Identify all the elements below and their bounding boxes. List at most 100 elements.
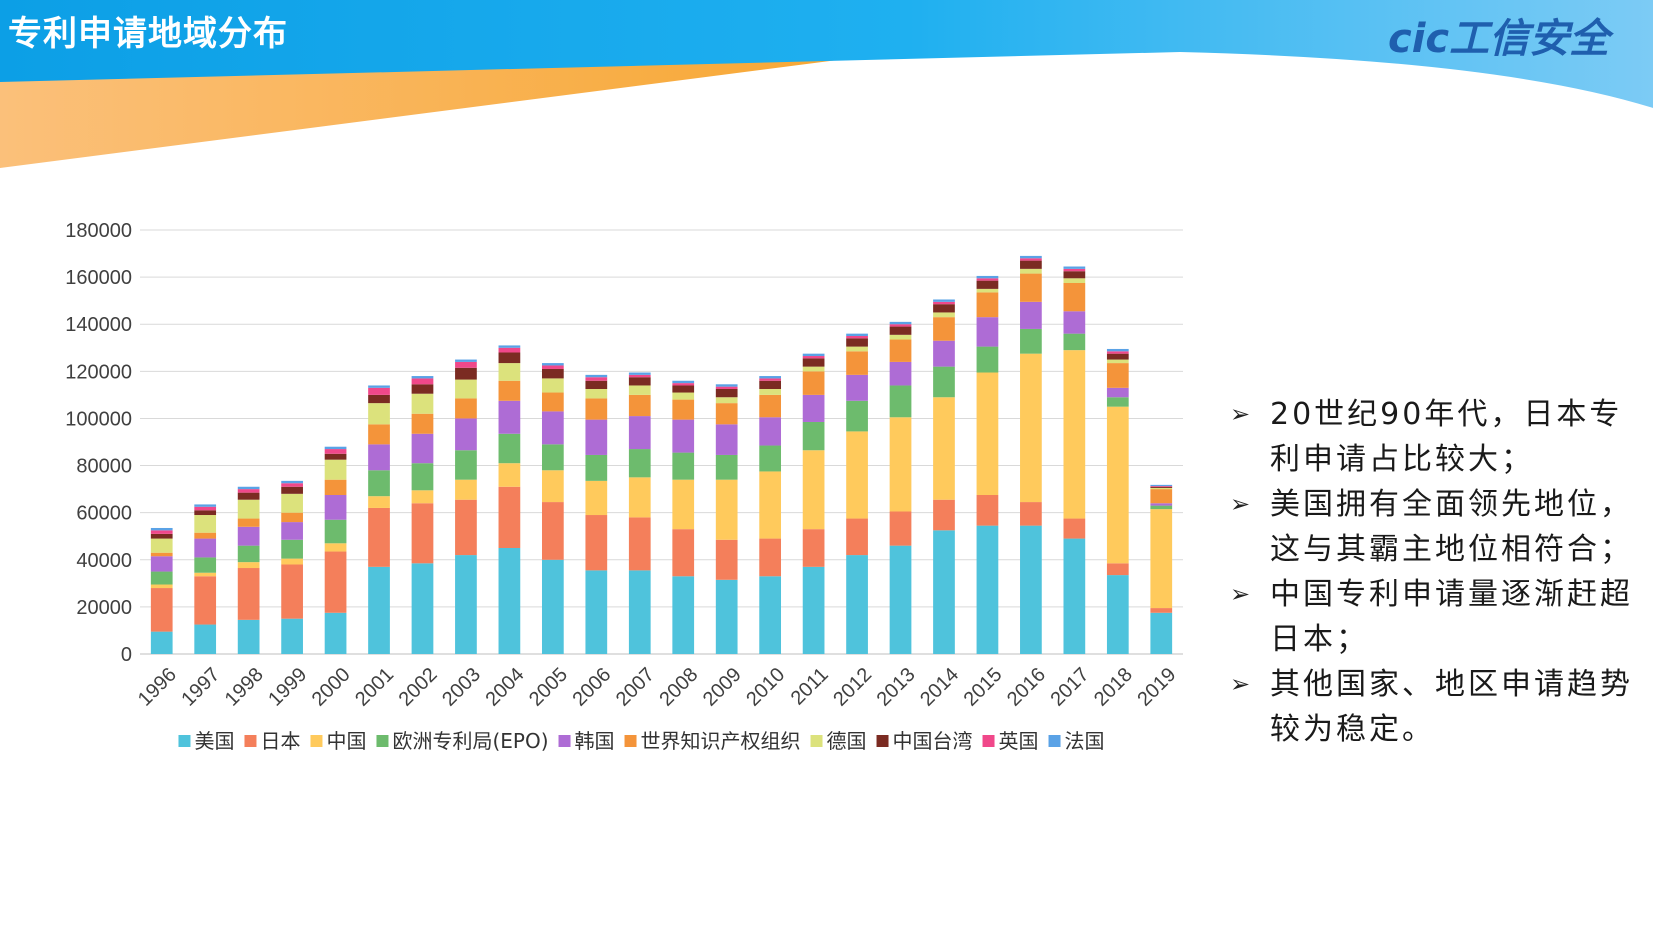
bar-segment <box>715 454 738 480</box>
x-tick-label: 2000 <box>308 664 355 711</box>
bar-segment <box>672 380 695 384</box>
bar-segment <box>237 562 260 569</box>
legend-swatch <box>876 735 889 747</box>
bar-segment <box>715 397 738 404</box>
bar-segment <box>933 299 955 302</box>
bar-segment <box>324 459 347 480</box>
bar-segment <box>759 380 782 389</box>
x-tick-label: 2005 <box>525 664 572 711</box>
bar-segment <box>933 340 955 367</box>
bar-segment <box>585 389 608 399</box>
bar-segment <box>150 527 173 531</box>
bar-segment <box>368 496 390 508</box>
bar-segment <box>889 417 912 512</box>
legend-item: 世界知识产权组织 <box>624 729 801 753</box>
bar-segment <box>976 292 999 318</box>
bar-segment <box>715 384 738 387</box>
bar-segment <box>237 489 260 493</box>
bar-segment <box>455 359 477 362</box>
note-text: 中国专利申请量逐渐赶超日本； <box>1270 577 1633 657</box>
x-tick-label: 2009 <box>699 664 746 711</box>
bar-segment <box>1063 278 1086 283</box>
bar-segment <box>585 419 608 455</box>
bar-segment <box>846 555 868 654</box>
x-tick-label: 2001 <box>351 664 398 711</box>
bar-segment <box>933 301 955 305</box>
bar-segment <box>1063 283 1086 312</box>
bar-segment <box>498 400 521 434</box>
bar-segment <box>541 502 564 560</box>
bar-segment <box>237 568 260 620</box>
bar-segment <box>455 479 477 500</box>
bar-segment <box>1106 353 1129 360</box>
bar-segment <box>541 444 564 471</box>
cic-logo: cic工信安全 <box>1388 16 1614 62</box>
x-tick-label: 2012 <box>829 664 876 711</box>
bar-segment <box>933 366 955 398</box>
bar-segment <box>1063 268 1086 272</box>
arrow-bullet-icon: ➢ <box>1230 490 1254 518</box>
x-tick-label: 2016 <box>1003 664 1050 711</box>
legend-swatch <box>310 735 323 747</box>
bar-segment <box>846 346 868 352</box>
bar-segment <box>672 419 695 453</box>
bar-segment <box>498 363 521 381</box>
bar-segment <box>585 454 608 481</box>
bar-segment <box>672 479 695 530</box>
bar-segment <box>411 413 434 434</box>
x-tick-label: 2007 <box>612 664 659 711</box>
bar-segment <box>759 538 782 577</box>
x-tick-label: 1999 <box>264 664 311 711</box>
bar-segment <box>802 356 825 359</box>
bar-segment <box>628 449 651 478</box>
bar-segment <box>846 374 868 401</box>
bar-segment <box>368 507 390 567</box>
bar-segment <box>411 463 434 491</box>
bar-segment <box>411 433 434 464</box>
bar-segment <box>889 324 912 327</box>
bar-segment <box>1063 518 1086 539</box>
bar-segment <box>368 387 390 395</box>
bar-segment <box>715 386 738 389</box>
bar-segment <box>802 566 825 654</box>
bar-segment <box>585 377 608 381</box>
bar-segment <box>889 545 912 654</box>
bar-segment <box>455 379 477 399</box>
bar-segment <box>585 398 608 420</box>
bar-segment <box>976 275 999 279</box>
bar-segment <box>628 394 651 417</box>
bar-segment <box>889 339 912 362</box>
bar-segment <box>585 515 608 571</box>
bar-segment <box>1150 509 1173 609</box>
x-tick-label: 2006 <box>568 664 615 711</box>
bar-segment <box>585 570 608 654</box>
bar-segment <box>846 431 868 519</box>
bar-segment <box>628 372 651 375</box>
bar-segment <box>976 278 999 281</box>
bar-segment <box>846 336 868 339</box>
bar-segment <box>1150 612 1173 654</box>
x-tick-label: 2010 <box>742 664 789 711</box>
bar-segment <box>498 463 521 487</box>
bar-segment <box>759 394 782 418</box>
note-text: 20世纪90年代，日本专利申请占比较大； <box>1270 397 1623 477</box>
legend-label: 韩国 <box>575 729 615 753</box>
bar-segment <box>1150 608 1173 613</box>
note-1: ➢ 20世纪90年代，日本专利申请占比较大； <box>1230 392 1653 482</box>
bar-segment <box>237 486 260 490</box>
bar-segment <box>933 312 955 318</box>
bar-segment <box>194 624 217 654</box>
bar-segment <box>933 499 955 531</box>
bar-segment <box>1020 268 1042 274</box>
bar-segment <box>759 378 782 381</box>
bar-segment <box>368 394 390 404</box>
bar-segment <box>672 452 695 480</box>
bar-segment <box>324 449 347 454</box>
bar-segment <box>194 504 217 507</box>
legend-label: 英国 <box>999 729 1039 753</box>
bar-segment <box>194 576 217 625</box>
bar-segment <box>455 398 477 419</box>
bar-segment <box>933 530 955 654</box>
bar-segment <box>628 517 651 571</box>
legend-label: 日本 <box>260 729 300 753</box>
